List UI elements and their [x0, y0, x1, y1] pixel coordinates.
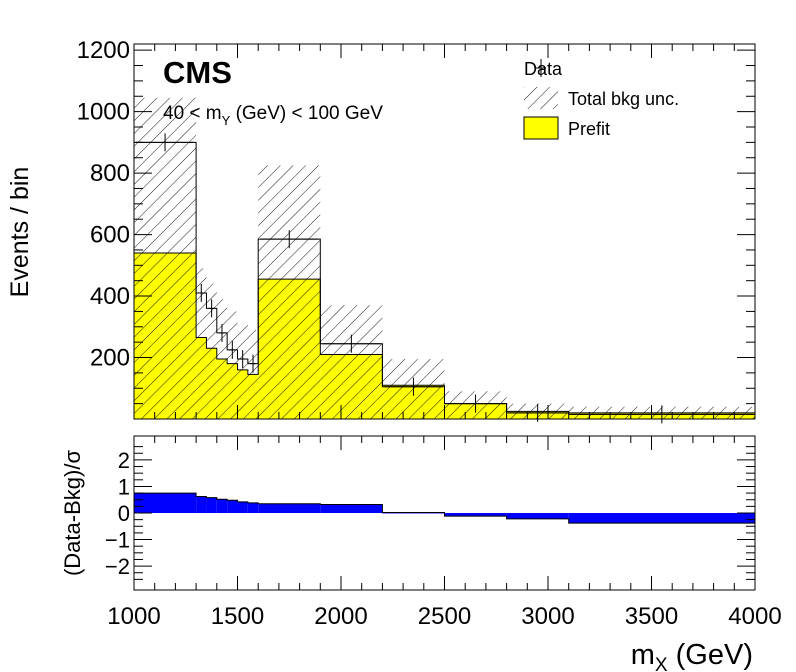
ratio-ytick-label: 0 — [118, 501, 130, 526]
ratio-outline — [134, 492, 755, 524]
data-point — [249, 354, 257, 373]
ratio-bar — [320, 504, 383, 513]
main-frame-border — [133, 43, 756, 420]
main-ytick-label: 400 — [90, 283, 130, 310]
x-tick-label: 3500 — [625, 603, 678, 630]
ratio-bars — [134, 492, 755, 524]
ratio-bar — [196, 496, 207, 513]
data-point — [218, 323, 226, 342]
main-panel: 200 400 600 800 1000 1200 — [77, 37, 756, 424]
legend-unc-swatch — [524, 87, 558, 109]
ratio-frame-border — [133, 435, 756, 591]
data-point — [136, 133, 195, 152]
data-point — [384, 377, 443, 396]
x-tick-label: 1000 — [107, 603, 160, 630]
data-point — [322, 334, 381, 353]
x-tick-label: 1500 — [211, 603, 264, 630]
data-point — [446, 394, 505, 413]
x-axis-label: mX (GeV) — [631, 639, 753, 672]
legend-prefit-label: Prefit — [568, 119, 610, 139]
ratio-bar — [216, 499, 228, 513]
unc-band-bin — [196, 268, 207, 419]
legend-prefit-swatch — [523, 116, 559, 140]
main-y-ticks: 200 400 600 800 1000 1200 — [77, 37, 756, 419]
ratio-ytick-label: 2 — [118, 448, 130, 473]
legend-unc-label: Total bkg unc. — [568, 89, 679, 109]
ratio-bar — [227, 500, 238, 513]
ratio-bar — [237, 501, 248, 513]
selection-label: 40 < mY (GeV) < 100 GeV — [163, 103, 383, 128]
selection-prefix: 40 < m — [163, 103, 222, 124]
unc-band — [134, 97, 755, 419]
selection-sub: Y — [222, 113, 231, 128]
ratio-bar — [568, 513, 755, 524]
ratio-bar — [247, 502, 259, 513]
legend: Data Total bkg unc. Prefit — [523, 59, 679, 140]
main-ytick-label: 200 — [90, 345, 130, 372]
x-tick-label: 2000 — [314, 603, 367, 630]
data-point — [239, 350, 246, 369]
main-ytick-label: 1200 — [77, 37, 130, 64]
unc-band-bin — [227, 311, 238, 419]
unc-band-bin — [206, 283, 217, 419]
ratio-bar — [258, 503, 321, 513]
unc-band-bin — [237, 323, 248, 419]
ratio-x-ticks: 1000 1500 2000 2500 3000 3500 4000 — [107, 436, 782, 630]
ratio-bar — [444, 513, 507, 517]
data-point — [198, 283, 205, 302]
unc-band-bin — [247, 329, 259, 419]
data-point — [260, 230, 319, 249]
unc-band-bin — [216, 299, 228, 419]
selection-suffix: (GeV) < 100 GeV — [230, 103, 383, 124]
x-label-suffix: (GeV) — [668, 639, 753, 671]
x-tick-label: 3000 — [521, 603, 574, 630]
legend-data-label: Data — [524, 59, 563, 79]
data-points — [134, 133, 755, 424]
unc-band-bin — [258, 165, 321, 419]
main-y-label: Events / bin — [6, 167, 34, 298]
main-ytick-label: 800 — [90, 160, 130, 187]
x-tick-label: 2500 — [418, 603, 471, 630]
ratio-ytick-label: 1 — [118, 474, 130, 499]
ratio-ytick-label: −2 — [105, 554, 130, 579]
data-point — [570, 405, 753, 424]
main-ytick-label: 600 — [90, 222, 130, 249]
ratio-ytick-label: −1 — [105, 528, 130, 553]
main-ytick-label: 1000 — [77, 99, 130, 126]
experiment-label: CMS — [163, 55, 232, 90]
x-tick-label: 4000 — [728, 603, 781, 630]
ratio-bar — [206, 497, 217, 513]
unc-band-bin — [320, 305, 383, 419]
x-label-prefix: m — [631, 639, 655, 671]
ratio-bar — [134, 493, 197, 513]
data-point — [229, 340, 236, 359]
ratio-y-label: (Data-Bkg)/σ — [60, 450, 85, 576]
ratio-bar — [506, 513, 569, 519]
x-label-sub: X — [655, 655, 668, 672]
data-point — [208, 299, 215, 318]
